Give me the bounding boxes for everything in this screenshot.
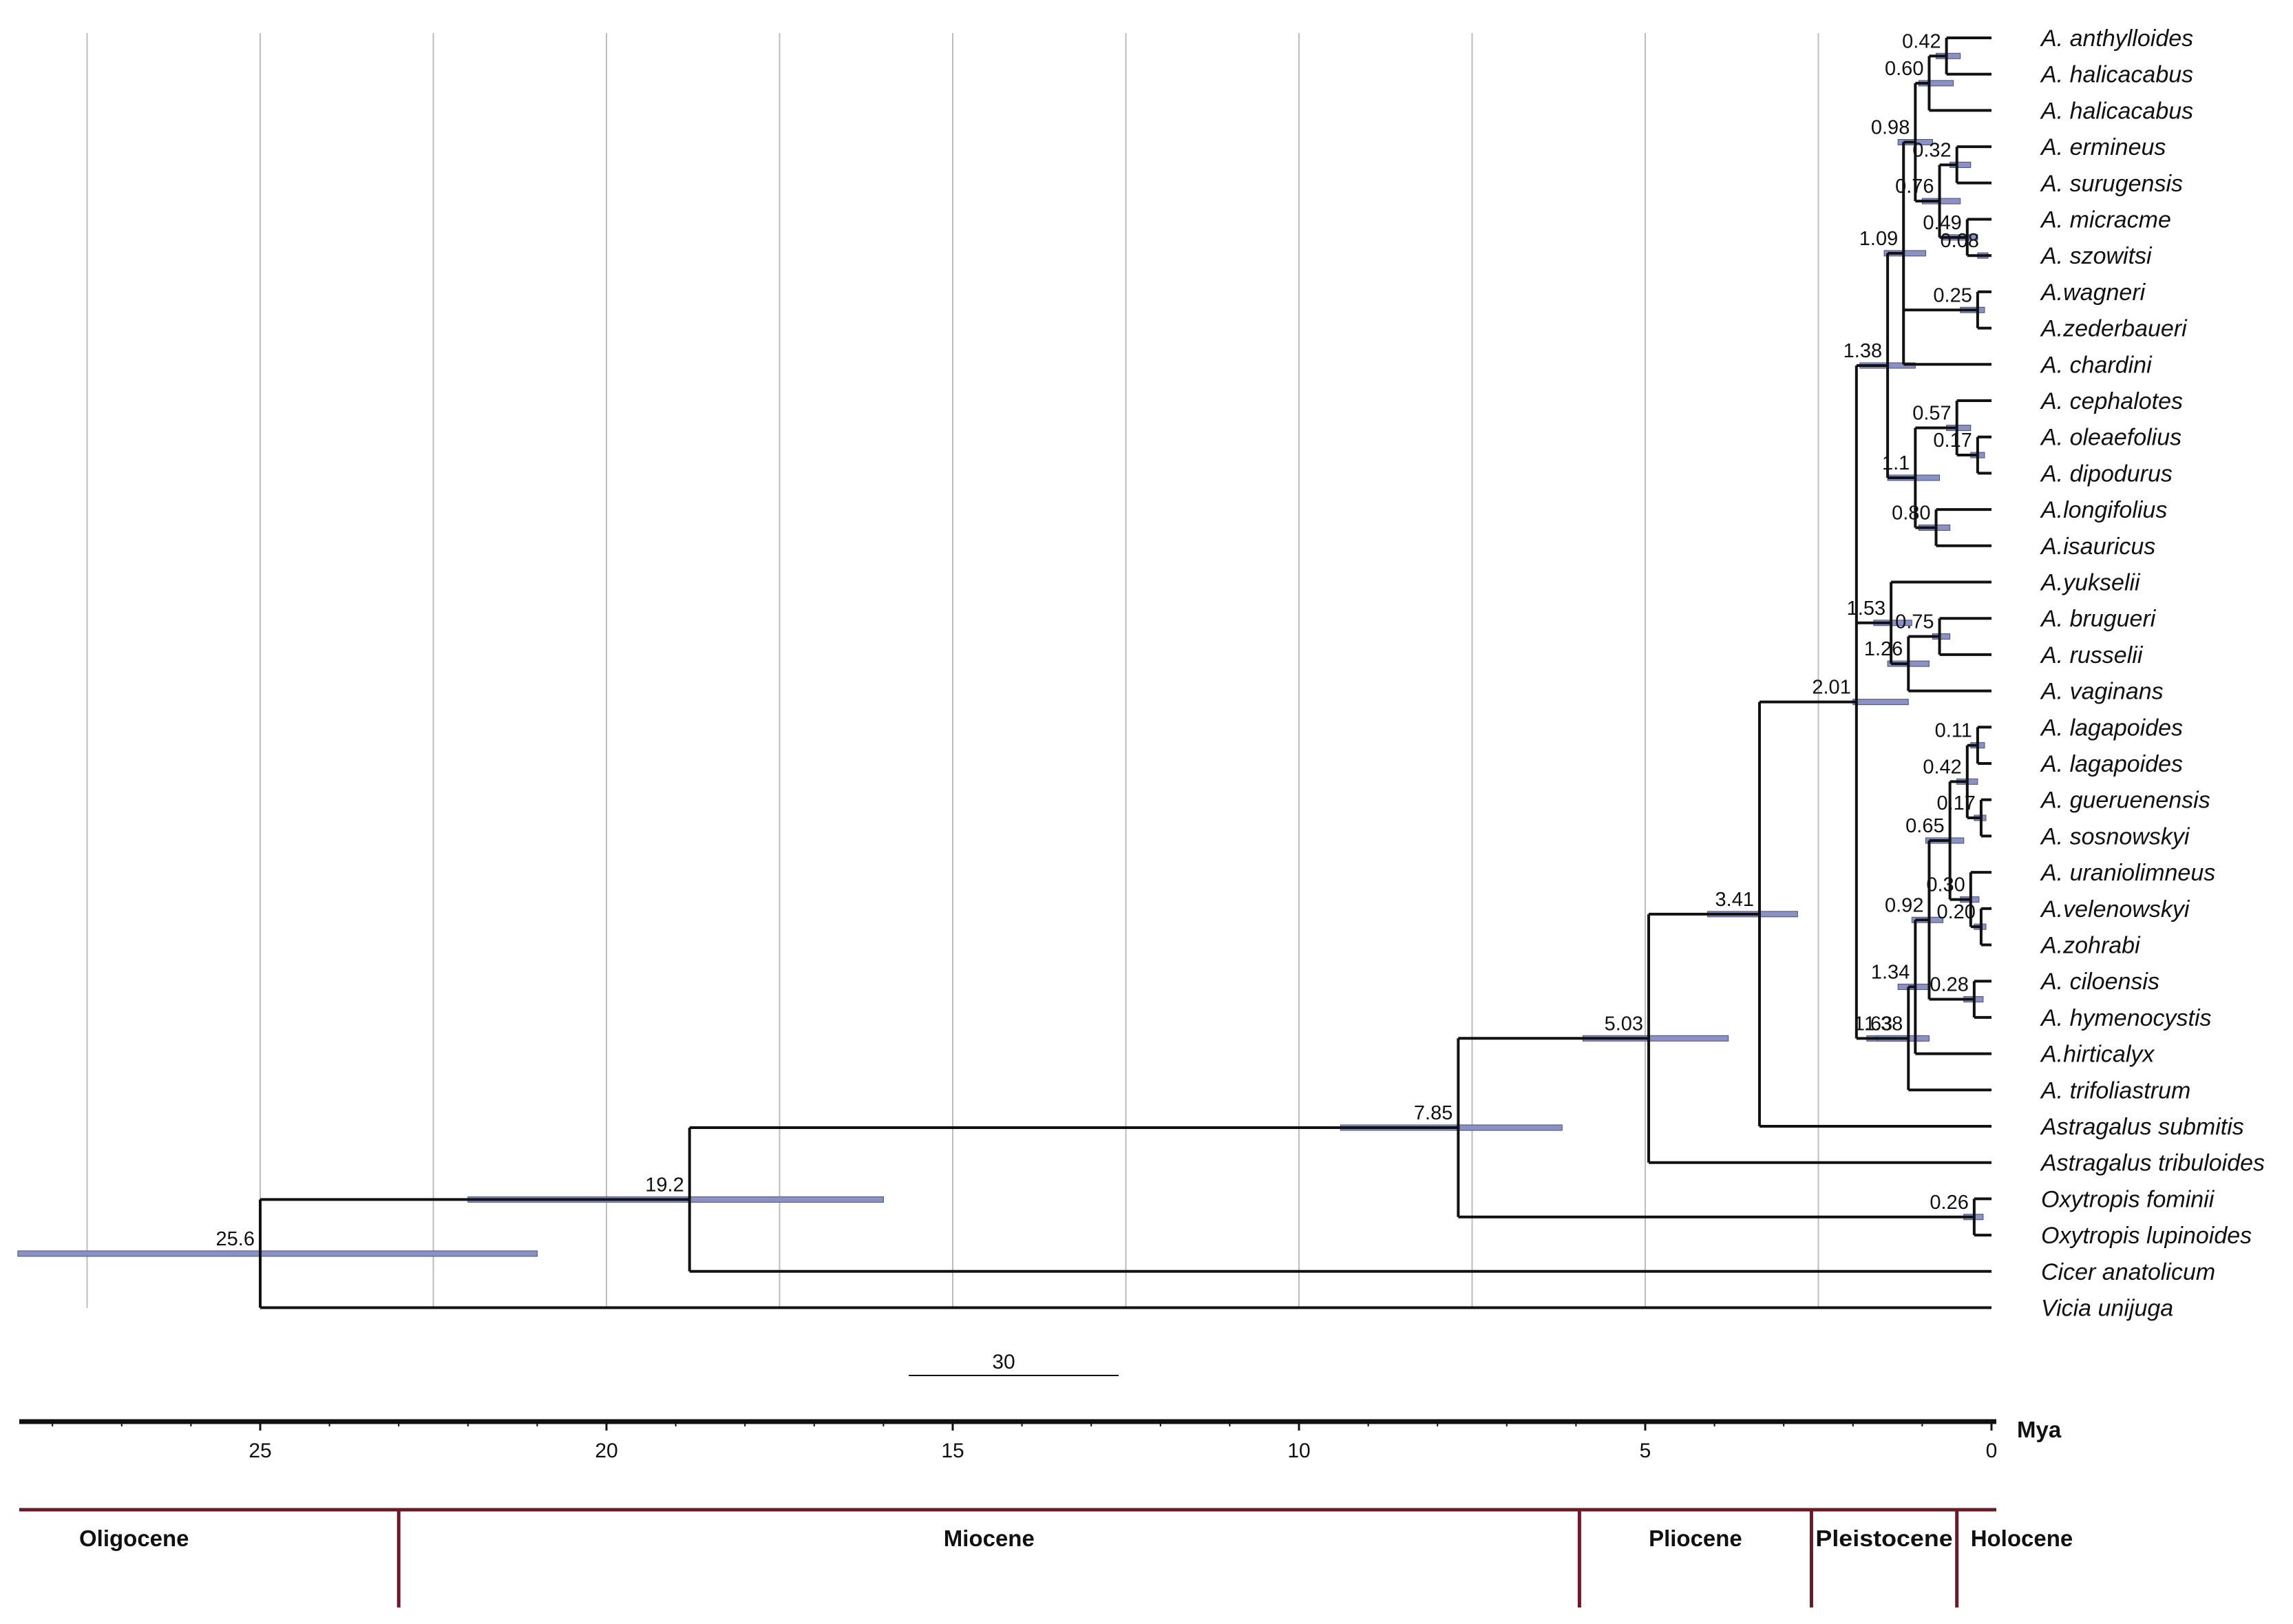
node-age-label: 1.09	[1859, 228, 1898, 250]
node-age-label: 2.01	[1812, 677, 1850, 699]
node-age-label: 0.57	[1912, 403, 1951, 425]
node-age-label: 0.76	[1895, 176, 1934, 198]
taxon-label: A.longifolius	[2040, 497, 2167, 523]
taxon-label: A. anthylloides	[2040, 25, 2193, 52]
taxon-label: A. russelii	[2040, 642, 2144, 668]
node-age-label: 0.17	[1933, 430, 1972, 452]
taxon-label: A. oleaefolius	[2040, 425, 2181, 451]
taxon-label: A. uraniolimneus	[2040, 860, 2215, 886]
taxon-label: A. ermineus	[2040, 134, 2166, 160]
axis-tick-label: 20	[595, 1440, 617, 1462]
taxon-label: A. brugueri	[2040, 606, 2157, 632]
node-age-label: 7.85	[1414, 1102, 1452, 1124]
grid-lines	[86, 33, 1819, 1308]
taxon-label: A. vaginans	[2040, 679, 2164, 705]
taxon-label: A. szowitsi	[2040, 243, 2153, 269]
axis-tick-label: 0	[1986, 1440, 1998, 1462]
taxon-label: A. halicacabus	[2040, 98, 2193, 124]
taxon-label: A. chardini	[2040, 352, 2153, 378]
node-age-label: 0.49	[1923, 212, 1961, 234]
node-age-label: 0.08	[1940, 230, 1978, 252]
taxon-label: A. cephalotes	[2040, 388, 2183, 414]
taxon-label: A. trifoliastrum	[2040, 1077, 2190, 1104]
epoch-label: Pleistocene	[1815, 1526, 1952, 1551]
node-age-label: 0.26	[1930, 1192, 1968, 1214]
taxon-label: A.velenowskyi	[2040, 896, 2190, 922]
node-age-label: 1.26	[1864, 638, 1903, 660]
node-age-label: 0.30	[1926, 874, 1965, 896]
taxon-label: A. surugensis	[2040, 171, 2183, 197]
node-age-label: 0.60	[1885, 58, 1923, 80]
node-age-label: 25.6	[216, 1228, 255, 1250]
taxon-label: A.hirticalyx	[2040, 1042, 2155, 1068]
epoch-label: Miocene	[944, 1526, 1035, 1551]
node-age-label: 5.03	[1605, 1013, 1643, 1035]
taxon-label: A. gueruenensis	[2040, 788, 2210, 814]
node-age-label: 1.53	[1847, 598, 1885, 620]
taxon-label: Vicia unijuga	[2041, 1296, 2173, 1322]
axis-tick-label: 15	[941, 1440, 964, 1462]
node-age-label: 0.42	[1923, 756, 1961, 778]
node-age-label: 1.1	[1882, 452, 1910, 474]
geologic-epochs: Oligocene Miocene Pliocene Pleistocene Holoc…	[19, 1508, 2073, 1607]
axis-unit-label: Mya	[2017, 1417, 2062, 1442]
time-axis: 25 20 15 10 5 0 Mya	[19, 1417, 2062, 1462]
taxon-label: Cicer anatolicum	[2041, 1259, 2215, 1285]
node-age-ci-bar	[1852, 699, 1909, 706]
node-age-label: 0.28	[1930, 974, 1968, 996]
taxon-label: A.wagneri	[2040, 280, 2146, 306]
taxon-label: Oxytropis lupinoides	[2041, 1223, 2252, 1249]
scale-bar-label: 30	[992, 1351, 1015, 1373]
node-age-label: 0.17	[1936, 792, 1975, 814]
node-age-label: 0.80	[1892, 502, 1930, 524]
node-age-label: 1.38	[1843, 340, 1882, 362]
taxon-label: A.zohrabi	[2040, 933, 2141, 959]
node-age-label: 0.32	[1912, 139, 1951, 161]
taxon-label: A. sosnowskyi	[2040, 823, 2190, 850]
taxon-label: Oxytropis fominii	[2041, 1186, 2215, 1212]
scale-bar: 30	[909, 1351, 1119, 1376]
node-age-label: 1.38	[1864, 1013, 1903, 1035]
confidence-interval-bars	[17, 52, 1989, 1257]
node-age-ci-bar	[1883, 250, 1926, 257]
node-age-label: 0.98	[1871, 117, 1910, 139]
node-age-label: 1.63	[1854, 1013, 1892, 1035]
taxon-label: A. lagapoides	[2040, 715, 2183, 741]
tree-labels: A. anthylloides A. halicacabus 0.42 A. hali…	[216, 25, 2265, 1322]
node-age-label: 0.65	[1905, 815, 1944, 837]
node-age-label: 0.11	[1935, 720, 1972, 742]
node-age-label: 0.25	[1933, 284, 1972, 306]
axis-tick-label: 5	[1640, 1440, 1651, 1462]
taxon-label: Astragalus tribuloides	[2040, 1150, 2265, 1177]
epoch-label: Pliocene	[1649, 1526, 1742, 1551]
node-age-label: 0.75	[1895, 611, 1934, 633]
axis-tick-label: 10	[1287, 1440, 1310, 1462]
taxon-label: A. hymenocystis	[2040, 1005, 2212, 1031]
node-age-ci-bar	[17, 1250, 538, 1257]
axis-ticks: 25 20 15 10 5 0	[52, 1422, 1997, 1462]
node-age-label: 1.34	[1871, 961, 1910, 983]
taxon-label: A.yukselii	[2040, 570, 2141, 596]
tree-branches	[259, 36, 1991, 1309]
taxon-label: A. dipodurus	[2040, 461, 2173, 487]
epoch-label: Oligocene	[79, 1526, 189, 1551]
epoch-items: Oligocene Miocene Pliocene Pleistocene Holoc…	[79, 1510, 2073, 1607]
axis-tick-label: 25	[249, 1440, 271, 1462]
taxon-label: A.isauricus	[2040, 534, 2155, 560]
taxon-label: A. lagapoides	[2040, 751, 2183, 777]
taxon-label: A.zederbaueri	[2040, 316, 2188, 342]
node-age-label: 0.42	[1902, 30, 1941, 52]
taxon-label: A. halicacabus	[2040, 62, 2193, 88]
node-age-label: 0.92	[1885, 894, 1923, 916]
node-age-label: 3.41	[1715, 889, 1754, 911]
taxon-label: A. ciloensis	[2040, 969, 2159, 995]
node-age-label: 19.2	[645, 1174, 684, 1196]
taxon-label: A. micracme	[2040, 207, 2171, 233]
epoch-label: Holocene	[1971, 1526, 2073, 1551]
node-age-label: 0.20	[1936, 901, 1975, 923]
taxon-label: Astragalus submitis	[2040, 1114, 2244, 1140]
